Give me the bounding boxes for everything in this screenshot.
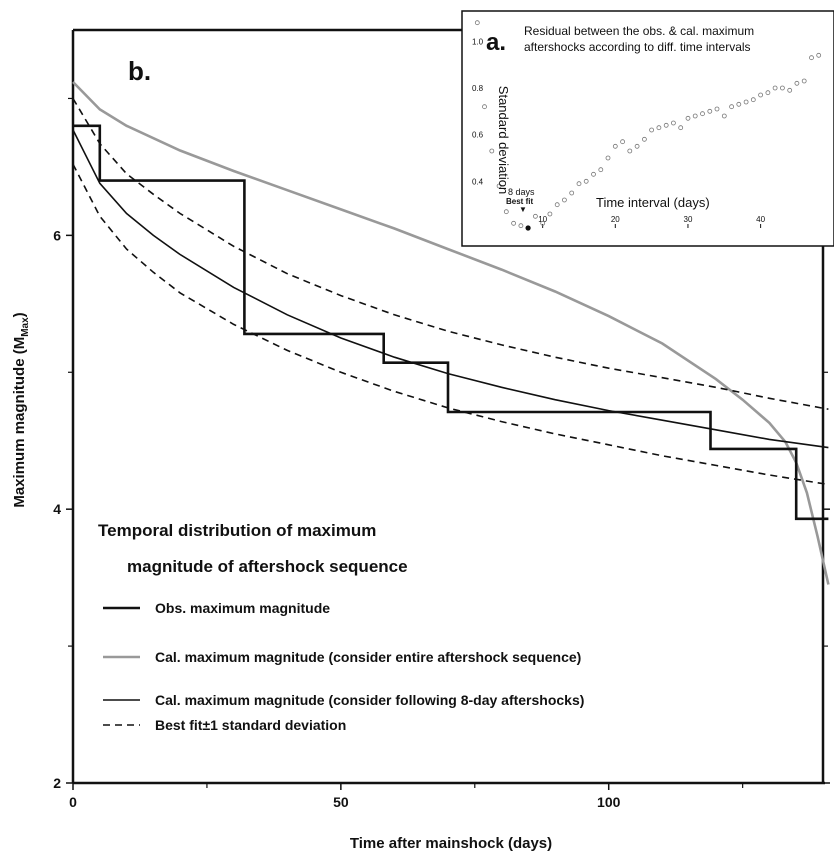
y-tick-label: 2: [53, 775, 61, 791]
inset-point: [540, 220, 546, 226]
inset-y-axis-title: Standard deviation: [496, 86, 511, 194]
inset-point: [583, 178, 589, 184]
inset-point: [692, 113, 698, 119]
inset-point: [612, 143, 618, 149]
inset-point: [685, 115, 691, 121]
best-fit-label: Best fit: [506, 197, 533, 206]
inset-point: [474, 20, 480, 26]
inset-point: [765, 90, 771, 96]
panel-label-a: a.: [486, 29, 506, 56]
legend-label-calc-8day: Cal. maximum magnitude (consider followi…: [155, 692, 584, 708]
y-axis-title-main: Maximum magnitude (M: [11, 337, 28, 508]
inset-point: [511, 220, 516, 226]
inset-point: [743, 99, 749, 105]
inset-point: [729, 104, 734, 110]
inset-point: [503, 209, 509, 215]
inset-point: [780, 85, 785, 91]
inset-x-axis-title: Time interval (days): [596, 195, 710, 210]
inset-point: [758, 92, 763, 98]
best-fit-days-label: 8 days: [508, 187, 535, 197]
inset-point: [496, 183, 502, 189]
panel-label-b: b.: [128, 56, 151, 86]
inset-points-group: [474, 20, 822, 231]
inset-point: [801, 78, 807, 84]
inset-x-tick-label: 20: [611, 215, 620, 224]
inset-point: [714, 106, 720, 112]
inset-x-tick-label: 30: [684, 215, 693, 224]
x-axis-title: Time after mainshock (days): [350, 835, 552, 852]
inset-chart: 10 20 30 40 0.4 0.6 0.8 1.0 a. Residual between…: [461, 10, 834, 247]
inset-axis-ticks: 10 20 30 40 0.4 0.6 0.8 1.0: [472, 37, 766, 228]
main-chart: 0 50 100 2 4 6 b. Time after mainshock (days)…: [11, 28, 830, 852]
inset-y-tick-label: 0.6: [472, 131, 484, 140]
y-axis-title-close: ): [11, 312, 28, 317]
inset-point: [816, 52, 822, 58]
series-calc-entire-line: [72, 81, 830, 585]
inset-point: [482, 104, 487, 110]
inset-point: [620, 139, 625, 145]
inset-point: [569, 190, 575, 196]
inset-point: [663, 122, 669, 128]
inset-point: [598, 167, 604, 173]
inset-point: [547, 211, 553, 217]
inset-y-tick-label: 0.8: [472, 84, 484, 93]
y-axis-title-sub: Max: [20, 317, 31, 337]
inset-point: [533, 213, 538, 219]
y-tick-label: 4: [53, 501, 61, 517]
inset-title-line-2: aftershocks according to diff. time inte…: [524, 40, 751, 54]
series-calc-8day-line: [72, 129, 829, 449]
inset-point: [605, 155, 611, 161]
inset-point: [794, 80, 800, 86]
inset-point: [787, 87, 793, 93]
inset-x-tick-label: 40: [756, 215, 765, 224]
inset-point: [642, 136, 647, 142]
inset-point: [649, 127, 654, 133]
inset-y-tick-label: 0.4: [472, 177, 484, 186]
inset-point: [736, 101, 742, 107]
inset-point: [489, 148, 495, 154]
inset-point: [809, 55, 814, 61]
legend-title-line-2: magnitude of aftershock sequence: [127, 557, 408, 576]
series-observed-line: [73, 124, 829, 521]
inset-title-line-1: Residual between the obs. & cal. maximum: [524, 24, 754, 38]
series-stddev-line: [72, 98, 829, 410]
inset-point: [700, 111, 705, 117]
y-tick-label: 6: [53, 227, 61, 243]
inset-best-fit-point: [525, 225, 531, 231]
inset-point: [656, 125, 662, 131]
legend-label-calc-entire: Cal. maximum magnitude (consider entire …: [155, 649, 581, 665]
inset-point: [518, 223, 524, 229]
inset-point: [554, 202, 560, 208]
inset-background: [461, 10, 834, 247]
inset-point: [576, 181, 582, 187]
legend: Temporal distribution of maximum magnitu…: [98, 521, 584, 733]
axis-ticks: 0 50 100 2 4 6: [53, 97, 830, 810]
inset-point: [772, 85, 778, 91]
inset-point: [678, 125, 684, 131]
inset-point: [591, 171, 596, 177]
y-axis-title: Maximum magnitude (MMax): [11, 312, 31, 507]
inset-point: [707, 108, 713, 114]
series-stddev-line: [72, 163, 829, 486]
inset-point: [721, 113, 727, 119]
inset-point: [671, 120, 676, 126]
legend-title-line-1: Temporal distribution of maximum: [98, 521, 376, 540]
x-tick-label: 100: [597, 794, 621, 810]
inset-x-tick-label: 10: [538, 215, 547, 224]
inset-point: [750, 97, 756, 103]
inset-point: [562, 197, 567, 203]
legend-label-observed: Obs. maximum magnitude: [155, 600, 330, 616]
inset-point: [634, 143, 640, 149]
inset-point: [627, 148, 633, 154]
x-tick-label: 0: [69, 794, 77, 810]
legend-label-stddev: Best fit±1 standard deviation: [155, 717, 346, 733]
inset-y-tick-label: 1.0: [472, 37, 484, 46]
series-group: [72, 81, 830, 585]
best-fit-arrow-icon: ▼: [519, 205, 527, 214]
x-tick-label: 50: [333, 794, 349, 810]
